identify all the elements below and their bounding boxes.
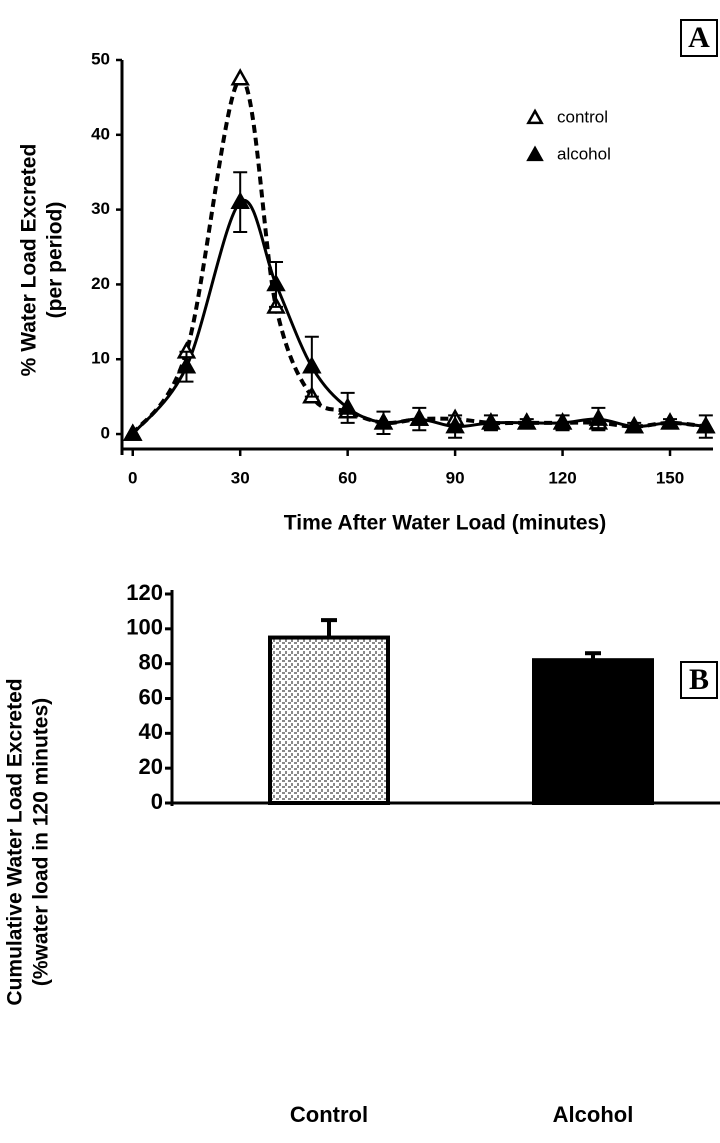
y-tick-label: 30 [91, 199, 110, 218]
y-tick-label: 120 [126, 580, 163, 605]
x-tick-label: Control [290, 1102, 368, 1127]
series-line [131, 198, 707, 436]
y-axis-label: % Water Load Excreted [18, 144, 41, 377]
legend-marker [526, 108, 544, 125]
x-tick-label: 90 [446, 468, 465, 487]
marker [624, 415, 644, 434]
marker [230, 191, 250, 209]
marker [517, 412, 537, 430]
marker [176, 356, 197, 374]
panel-label: A [688, 21, 710, 54]
legend-label: alcohol [557, 144, 611, 163]
legend-label: control [557, 107, 608, 126]
panel-label-box [680, 19, 718, 57]
marker [266, 273, 286, 292]
marker [337, 397, 358, 415]
marker [230, 68, 250, 86]
x-tick-label: 120 [548, 468, 576, 487]
y-tick-label: 100 [126, 615, 163, 640]
panel-label-box [680, 661, 718, 699]
marker [481, 412, 501, 430]
x-tick-label: 150 [656, 468, 684, 487]
bar [532, 658, 654, 806]
marker [660, 412, 680, 430]
x-tick-label: 30 [231, 468, 250, 487]
marker [302, 356, 322, 374]
y-tick-label: 60 [139, 684, 163, 709]
y-tick-label: 50 [91, 49, 110, 68]
y-tick-label: 40 [139, 719, 163, 744]
marker [409, 408, 430, 426]
marker [123, 423, 143, 441]
x-tick-label: 60 [338, 468, 357, 487]
y-tick-label: 0 [151, 789, 163, 814]
marker [588, 408, 609, 426]
y-tick-label: 20 [91, 274, 110, 293]
marker [552, 412, 573, 430]
bar [268, 635, 390, 806]
x-axis-label: Time After Water Load (minutes) [284, 512, 606, 535]
y-tick-label: 40 [91, 124, 110, 143]
x-tick-label: Alcohol [553, 1102, 634, 1127]
marker [696, 415, 716, 434]
marker [445, 415, 465, 434]
panel-label: B [689, 663, 709, 696]
y-tick-label: 0 [101, 424, 110, 443]
y-axis-label: (%water load in 120 minutes) [30, 698, 53, 986]
x-tick-label: 0 [128, 468, 137, 487]
legend-marker [526, 145, 544, 162]
y-tick-label: 10 [91, 349, 110, 368]
y-axis-label: (per period) [44, 202, 67, 319]
y-axis-label: Cumulative Water Load Excreted [4, 678, 27, 1005]
y-tick-label: 80 [139, 649, 163, 674]
y-tick-label: 20 [139, 754, 163, 779]
marker [373, 412, 394, 430]
